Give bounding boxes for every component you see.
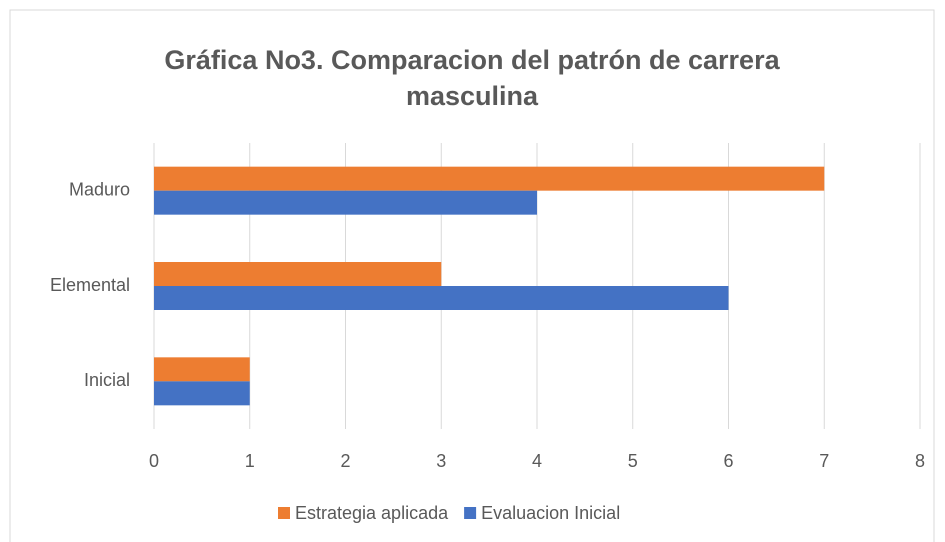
legend-label: Estrategia aplicada xyxy=(295,503,449,523)
x-tick-label: 8 xyxy=(915,451,925,471)
x-tick-label: 5 xyxy=(628,451,638,471)
bar xyxy=(154,190,537,215)
legend-label: Evaluacion Inicial xyxy=(481,503,620,523)
bar xyxy=(154,357,250,382)
x-tick-label: 7 xyxy=(819,451,829,471)
x-tick-label: 6 xyxy=(723,451,733,471)
x-tick-label: 3 xyxy=(436,451,446,471)
bar xyxy=(154,166,825,191)
bar xyxy=(154,262,442,286)
legend-swatch xyxy=(278,507,290,519)
x-tick-label: 0 xyxy=(149,451,159,471)
chart-border xyxy=(9,9,935,542)
x-tick-label: 1 xyxy=(245,451,255,471)
y-tick-label: Inicial xyxy=(84,370,130,390)
y-tick-label: Elemental xyxy=(50,275,130,295)
legend-swatch xyxy=(464,507,477,519)
bar xyxy=(154,381,250,406)
x-tick-label: 2 xyxy=(340,451,350,471)
bar xyxy=(154,286,729,310)
x-tick-label: 4 xyxy=(532,451,542,471)
chart-title: Gráfica No3. Comparacion del patrón de c… xyxy=(164,45,780,111)
y-tick-label: Maduro xyxy=(69,179,130,199)
